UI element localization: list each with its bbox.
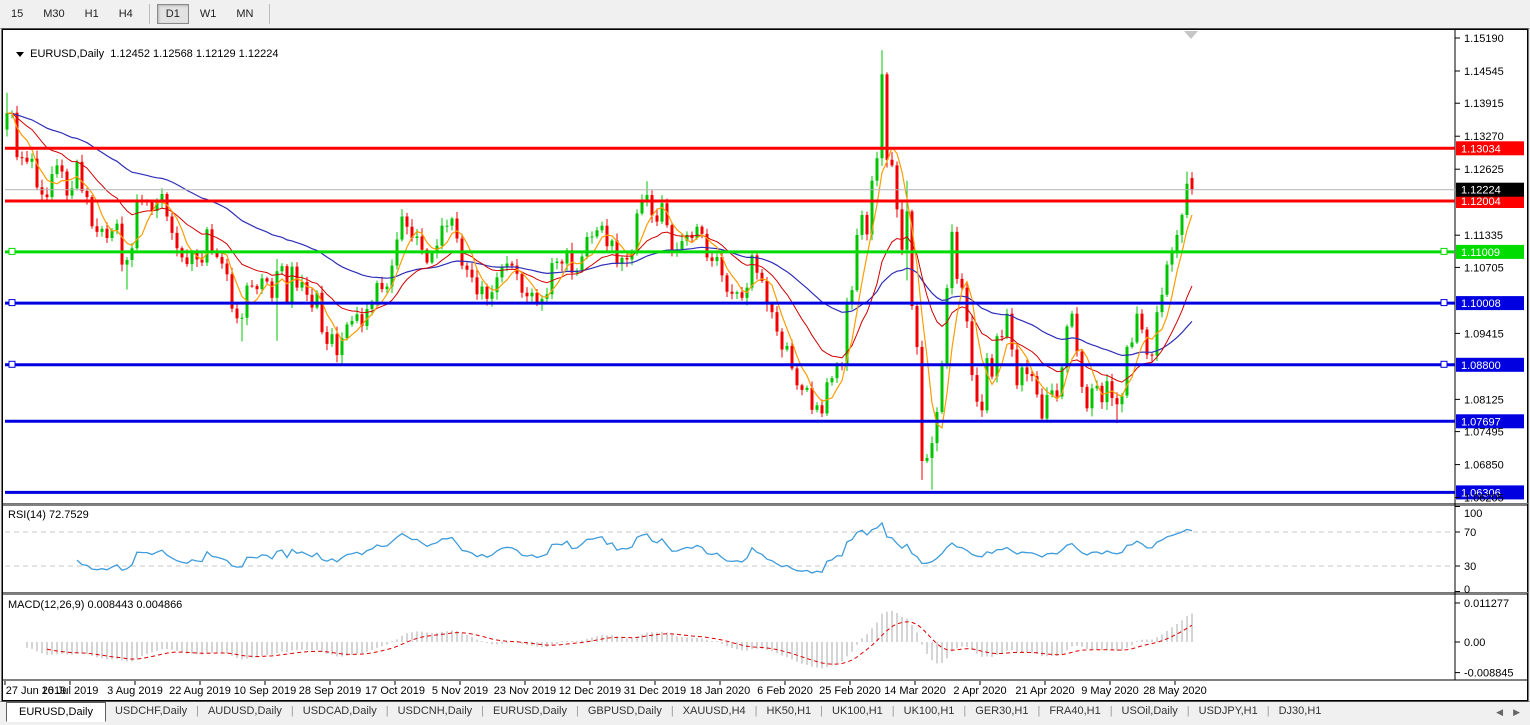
toolbar-separator (148, 4, 150, 24)
tab-separator: | (963, 705, 967, 717)
tab-separator: | (820, 705, 824, 717)
tab-separator: | (481, 705, 485, 717)
tab-separator: | (196, 705, 199, 717)
tab-separator: | (754, 705, 758, 717)
rsi-indicator-title: RSI(14) 72.7529 (8, 509, 89, 521)
tab-scroll-right-icon[interactable]: ▶ (1513, 707, 1520, 717)
tab-separator: | (1037, 705, 1041, 717)
tab-separator: | (385, 705, 389, 717)
tab-separator: | (290, 705, 294, 717)
symbol-tab-usdchf-daily[interactable]: USDCHF,Daily (114, 705, 188, 717)
symbol-tab-audusd-daily[interactable]: AUDUSD,Daily (207, 705, 282, 717)
macd-label: MACD(12,26,9) (8, 599, 85, 611)
rsi-value: 72.7529 (48, 509, 89, 521)
chart-symbol-dropdown-icon[interactable] (16, 51, 25, 57)
timeframe-button-h4[interactable]: H4 (118, 8, 133, 20)
timeframe-button-h1[interactable]: H1 (84, 8, 99, 20)
chart-title: EURUSD,Daily 1.12452 1.12568 1.12129 1.1… (10, 36, 278, 60)
symbol-tab-eurusd-daily[interactable]: EURUSD,Daily (6, 702, 106, 722)
macd-values: 0.008443 0.004866 (87, 599, 183, 611)
tab-separator: | (670, 705, 674, 717)
chart-title-ohlc: 1.12452 1.12568 1.12129 1.12224 (110, 48, 279, 60)
symbol-tab-dj30-h1[interactable]: DJ30,H1 (1278, 705, 1322, 717)
timeframe-button-d1[interactable]: D1 (156, 4, 189, 24)
tab-scroll-left-icon[interactable]: ◀ (1496, 707, 1504, 717)
symbol-tab-uk100-h1[interactable]: UK100,H1 (832, 705, 883, 717)
symbol-tab-gbpusd-daily[interactable]: GBPUSD,Daily (587, 705, 662, 717)
timeframe-button-w1[interactable]: W1 (199, 8, 217, 20)
rsi-label: RSI(14) (8, 509, 46, 521)
symbol-tab-xauusd-h4[interactable]: XAUUSD,H4 (682, 705, 746, 717)
timeframe-button-mn[interactable]: MN (236, 8, 254, 20)
symbol-tabbar: EURUSD,Daily USDCHF,Daily | AUDUSD,Daily | US… (0, 701, 1530, 725)
symbol-tab-usdjpy-h1[interactable]: USDJPY,H1 (1198, 705, 1258, 717)
chart-title-symbol: EURUSD,Daily (30, 48, 105, 60)
tab-separator: | (576, 705, 579, 717)
symbol-tab-fra40-h1[interactable]: FRA40,H1 (1049, 705, 1101, 717)
timeframe-toolbar: 15 M30 H1 H4 D1 W1 MN (0, 0, 1530, 29)
toolbar-separator (269, 4, 271, 24)
tab-separator: | (1186, 705, 1190, 717)
timeframe-button-m30[interactable]: M30 (43, 8, 65, 20)
symbol-tab-hk50-h1[interactable]: HK50,H1 (766, 705, 812, 717)
symbol-tab-usdcnh-daily[interactable]: USDCNH,Daily (397, 705, 473, 717)
symbol-tab-usdcad-daily[interactable]: USDCAD,Daily (302, 705, 377, 717)
symbol-tab-ger30-h1[interactable]: GER30,H1 (975, 705, 1029, 717)
symbol-tab-uk100-h1[interactable]: UK100,H1 (903, 705, 955, 717)
symbol-tab-eurusd-daily[interactable]: EURUSD,Daily (493, 705, 567, 717)
symbol-tab-usoil-daily[interactable]: USOil,Daily (1121, 705, 1178, 717)
tab-separator: | (1266, 705, 1270, 717)
tab-separator: | (891, 705, 895, 717)
scroll-to-end-icon[interactable] (1184, 31, 1198, 39)
macd-indicator-title: MACD(12,26,9) 0.008443 0.004866 (8, 599, 182, 611)
timeframe-button-15[interactable]: 15 (11, 8, 24, 20)
tab-separator: | (1109, 705, 1113, 717)
chart-window[interactable] (2, 29, 1528, 701)
